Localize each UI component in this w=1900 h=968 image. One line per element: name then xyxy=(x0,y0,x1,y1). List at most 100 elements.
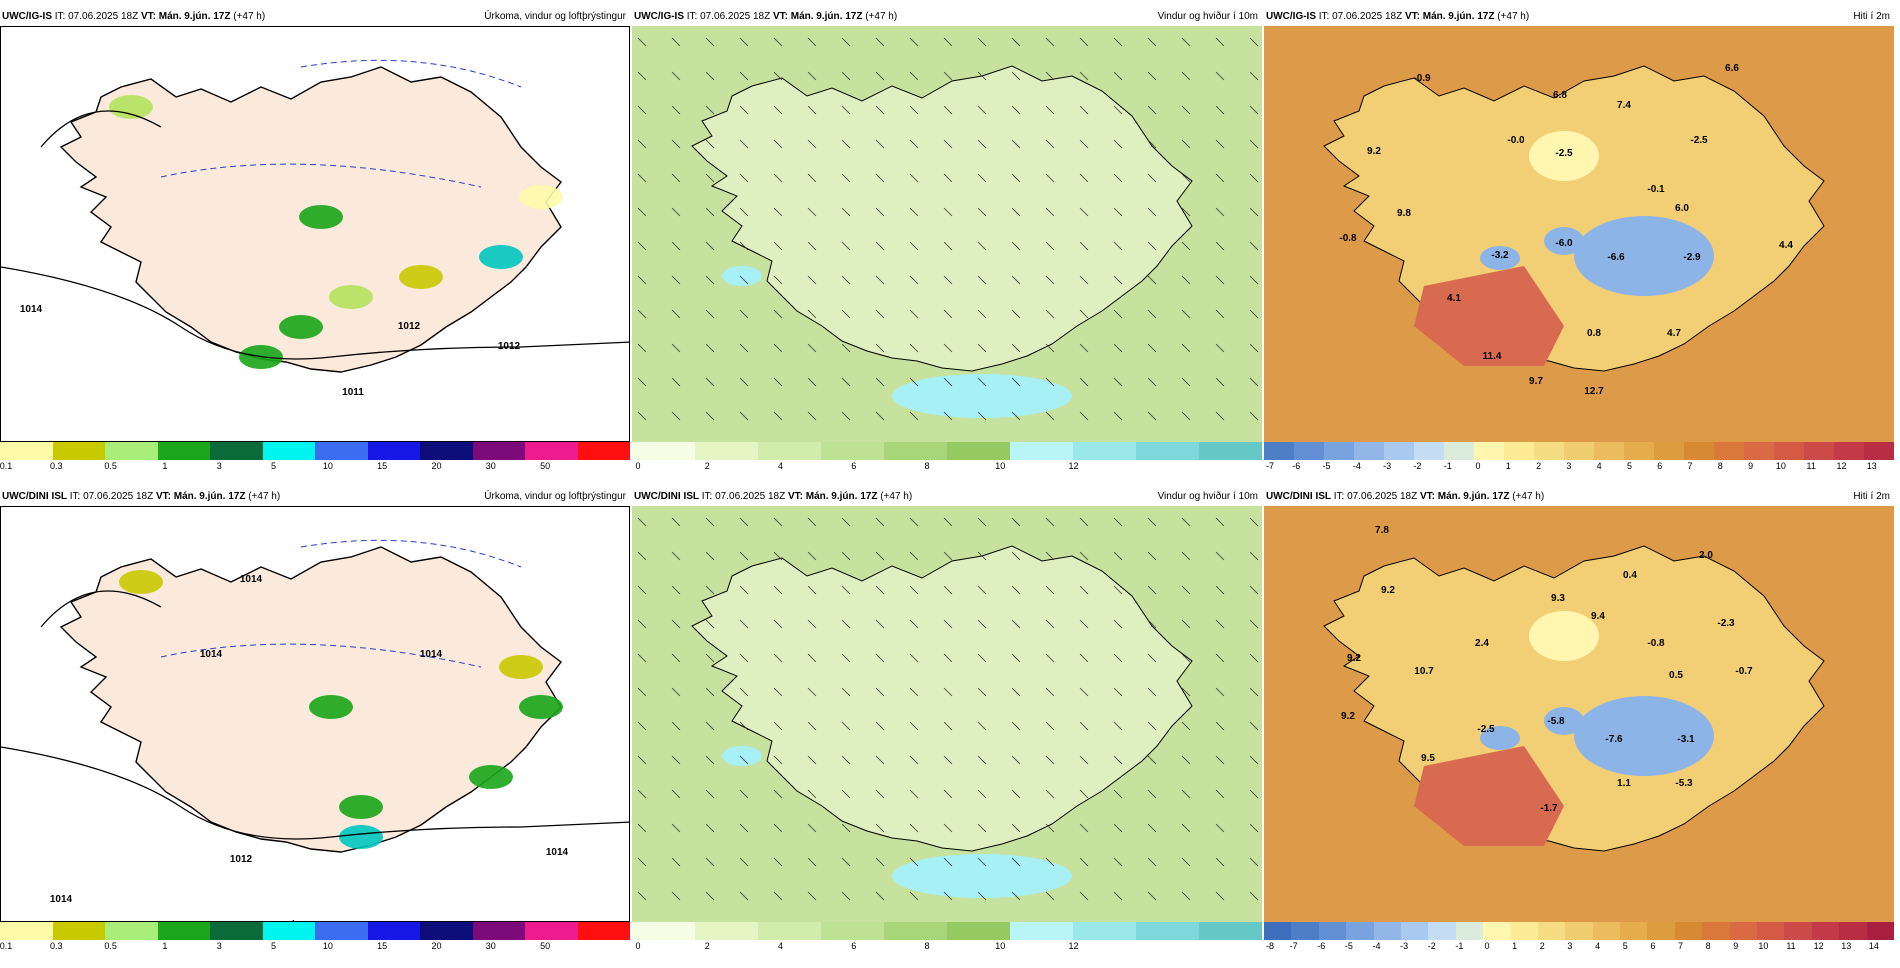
wind-arrow xyxy=(909,105,919,115)
colorbar-tick-label: 8 xyxy=(924,941,930,951)
precipitation-area xyxy=(339,795,383,819)
wind-arrow xyxy=(1113,653,1123,663)
wind-arrow xyxy=(773,207,783,217)
map-area[interactable] xyxy=(632,26,1262,442)
wind-arrow xyxy=(773,71,783,81)
map-panel-precip: UWC/IG-IS IT: 07.06.2025 18Z VT: Mán. 9.… xyxy=(0,8,630,488)
colorbar-swatch xyxy=(1624,442,1654,460)
wind-arrow xyxy=(637,551,647,561)
map-panel-wind: UWC/IG-IS IT: 07.06.2025 18Z VT: Mán. 9.… xyxy=(632,8,1262,488)
wind-arrow xyxy=(1215,755,1225,765)
wind-arrow xyxy=(875,241,885,251)
map-area[interactable]: 101410141014101210141014L1011 xyxy=(0,506,630,922)
model-name: UWC/DINI ISL xyxy=(1266,491,1331,502)
colorbar-swatch xyxy=(420,442,473,460)
temperature-label: 7.4 xyxy=(1617,100,1631,111)
map-area[interactable]: 7.8 2.0 0.4 9.2 9.3 9.4 -2.3 2.4 -0.8 9.2 10.7 0.5 -… xyxy=(1264,506,1894,922)
wind-arrow xyxy=(1113,585,1123,595)
wind-arrow xyxy=(875,687,885,697)
wind-arrow xyxy=(705,411,715,421)
colorbar-swatch xyxy=(947,442,1010,460)
map-panel-temp: UWC/IG-IS IT: 07.06.2025 18Z VT: Mán. 9.… xyxy=(1264,8,1894,488)
colorbar-tick-label: 15 xyxy=(377,941,388,951)
colorbar-swatch xyxy=(1757,922,1785,940)
valid-time: VT: Mán. 9.jún. 17Z xyxy=(787,491,878,502)
temperature-label: 10.7 xyxy=(1414,666,1434,677)
map-area[interactable]: -0.9 6.6 6.8 7.4 9.2 -0.0 -2.5 -2.5 -0.1 9.8 6.0 -0… xyxy=(1264,26,1894,442)
wind-arrow xyxy=(671,275,681,285)
wind-arrow xyxy=(1045,173,1055,183)
colorbar-swatch xyxy=(1373,922,1401,940)
colorbar-tick-label: 50 xyxy=(540,461,551,471)
colorbar-tick-label: 0.3 xyxy=(50,461,63,471)
colorbar-swatch xyxy=(577,442,630,460)
init-time: IT: 07.06.2025 18Z xyxy=(54,11,139,22)
wind-arrow xyxy=(909,789,919,799)
wind-arrow xyxy=(1147,755,1157,765)
wind-arrow xyxy=(671,687,681,697)
colorbar xyxy=(632,442,1262,460)
wind-arrow xyxy=(1181,207,1191,217)
temperature-label: 12.7 xyxy=(1584,386,1604,397)
map-area[interactable]: 1014 1012 1012 1011 xyxy=(0,26,630,442)
colorbar-swatch xyxy=(52,442,105,460)
map-svg xyxy=(632,506,1262,922)
wind-arrow xyxy=(841,139,851,149)
wind-arrow xyxy=(943,377,953,387)
wind-arrow xyxy=(705,37,715,47)
init-time: IT: 07.06.2025 18Z xyxy=(1333,491,1418,502)
cold-area xyxy=(1574,216,1714,296)
colorbar-swatch xyxy=(262,442,315,460)
map-area[interactable] xyxy=(632,506,1262,922)
wind-arrow xyxy=(1215,619,1225,629)
wind-arrow xyxy=(807,139,817,149)
wind-arrow xyxy=(909,275,919,285)
colorbar-tick-label: 5 xyxy=(1626,461,1632,471)
temperature-label: 0.5 xyxy=(1669,670,1683,681)
temperature-label: 6.6 xyxy=(1725,63,1739,74)
wind-arrow xyxy=(1249,551,1259,561)
wind-arrow xyxy=(739,517,749,527)
colorbar-swatch xyxy=(695,922,758,940)
colorbar-tick-label: 6 xyxy=(1650,941,1656,951)
wind-arrow xyxy=(705,309,715,319)
wind-arrow xyxy=(1215,857,1225,867)
wind-arrow xyxy=(1181,653,1191,663)
colorbar-swatch xyxy=(1318,922,1347,940)
isobar xyxy=(1,746,629,840)
wind-arrow xyxy=(637,585,647,595)
wind-arrow xyxy=(841,687,851,697)
wind-arrow xyxy=(909,687,919,697)
wind-arrow xyxy=(1147,309,1157,319)
map-panel-wind: UWC/DINI ISL IT: 07.06.2025 18Z VT: Mán.… xyxy=(632,488,1262,968)
cold-area xyxy=(1480,246,1520,270)
cold-area xyxy=(1480,726,1520,750)
colorbar-swatch xyxy=(1346,922,1374,940)
colorbar-swatch xyxy=(262,922,315,940)
wind-arrow xyxy=(1249,105,1259,115)
wind-arrow xyxy=(1113,241,1123,251)
wind-arrow xyxy=(1147,789,1157,799)
wind-arrow xyxy=(705,517,715,527)
wind-arrow xyxy=(943,891,953,901)
thickness-line xyxy=(300,539,522,568)
wind-arrow xyxy=(773,619,783,629)
wind-arrow xyxy=(943,105,953,115)
colorbar-tick-label: 2 xyxy=(1536,461,1542,471)
colorbar-tick-label: -3 xyxy=(1400,941,1409,951)
wind-arrow xyxy=(1011,551,1021,561)
wind-arrow xyxy=(943,275,953,285)
wind-arrow xyxy=(705,551,715,561)
temperature-label: -0.7 xyxy=(1735,666,1753,677)
colorbar-swatch xyxy=(1455,922,1484,940)
colorbar-swatch xyxy=(1534,442,1564,460)
wind-arrow xyxy=(807,551,817,561)
wind-arrow xyxy=(1249,411,1259,421)
precipitation-area xyxy=(339,825,383,849)
colorbar-swatch xyxy=(1839,922,1867,940)
colorbar-swatch xyxy=(105,922,158,940)
wind-arrow xyxy=(1181,857,1191,867)
wind-arrow xyxy=(1045,105,1055,115)
pressure-label: 1014 xyxy=(200,649,223,660)
colorbar-tick-label: 7 xyxy=(1687,461,1693,471)
